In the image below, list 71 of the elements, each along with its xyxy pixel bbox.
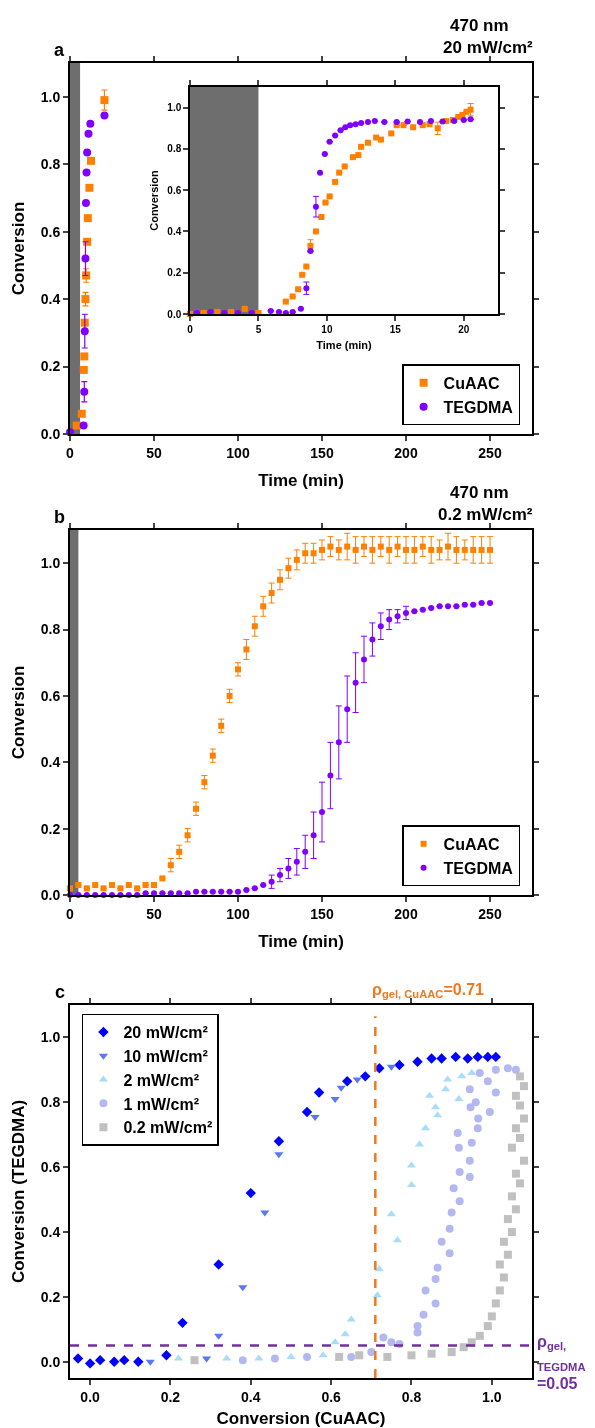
y-axis-title: Conversion <box>8 665 28 760</box>
y-tick-label: 0.6 <box>40 1159 61 1176</box>
y-tick-label: 0.2 <box>167 267 182 279</box>
chart-title: 470 nm <box>450 16 509 35</box>
x-tick-label: 15 <box>389 323 402 335</box>
chart-subtitle: 0.2 mW/cm² <box>438 505 533 524</box>
x-tick-label: 250 <box>478 444 502 461</box>
legend-label: 0.2 mW/cm² <box>123 1119 213 1137</box>
y-tick-label: 0.4 <box>40 754 61 771</box>
y-axis-title: Conversion <box>8 201 28 296</box>
x-tick-label: 200 <box>394 444 418 461</box>
text: c <box>55 982 66 1002</box>
y-axis-title: Conversion (TEGDMA) <box>8 1099 28 1284</box>
y-tick-label: 0.0 <box>40 425 61 442</box>
legend-label: TEGDMA <box>443 398 514 416</box>
y-tick-label: 0.4 <box>40 290 61 307</box>
x-tick-label: 0.6 <box>321 1388 342 1405</box>
y-tick-label: 1.0 <box>40 88 61 105</box>
x-tick-label: 20 <box>458 323 470 335</box>
x-tick-label: 150 <box>310 444 334 461</box>
x-tick-label: 50 <box>146 444 162 461</box>
x-axis-title: Time (min) <box>258 470 344 490</box>
x-tick-label: 100 <box>226 444 250 461</box>
x-tick-label: 150 <box>310 905 334 922</box>
text: a <box>54 40 65 60</box>
y-tick-label: 0.6 <box>40 223 61 240</box>
y-tick-label: 0.8 <box>40 156 61 173</box>
legend-label: CuAAC <box>443 375 501 393</box>
legend-label: CuAAC <box>443 836 501 854</box>
legend-label: 20 mW/cm² <box>123 1024 208 1042</box>
text: b <box>54 507 65 527</box>
legend-label: TEGDMA <box>443 859 514 877</box>
x-tick-label: 250 <box>478 905 502 922</box>
legend-label: 2 mW/cm² <box>123 1071 199 1089</box>
y-tick-label: 1.0 <box>40 1029 61 1046</box>
legend-label: 1 mW/cm² <box>123 1095 199 1113</box>
y-tick-label: 0.8 <box>40 621 61 638</box>
y-tick-label: 0.0 <box>40 886 61 903</box>
x-tick-label: 5 <box>255 323 262 335</box>
y-tick-label: 0.6 <box>40 687 61 704</box>
y-tick-label: 0.4 <box>40 1223 61 1240</box>
x-axis-title: Time (min) <box>316 339 373 352</box>
y-tick-label: 0.2 <box>40 358 61 375</box>
x-axis-title: Time (min) <box>258 931 344 951</box>
x-tick-label: 0 <box>187 323 194 335</box>
y-tick-label: 0.8 <box>40 1094 61 1111</box>
chart-title: 470 nm <box>450 483 509 502</box>
y-tick-label: 0.8 <box>167 143 182 155</box>
y-tick-label: 0.6 <box>167 184 182 196</box>
y-tick-label: 0.2 <box>40 820 61 837</box>
legend-label: 10 mW/cm² <box>123 1048 208 1066</box>
x-tick-label: 1.0 <box>482 1388 502 1405</box>
x-tick-label: 0 <box>66 444 75 461</box>
chart-subtitle: 20 mW/cm² <box>443 38 534 57</box>
y-axis-title: Conversion <box>148 169 161 231</box>
y-tick-label: 0.4 <box>167 225 182 237</box>
x-tick-label: 0.0 <box>80 1388 101 1405</box>
y-tick-label: 1.0 <box>40 555 61 572</box>
x-tick-label: 0.4 <box>241 1388 261 1405</box>
y-tick-label: 0.2 <box>40 1288 61 1305</box>
ref-line-label: ρ$_{gel, CuAAC}$=0.71 <box>372 981 485 1001</box>
y-tick-label: 0.0 <box>40 1353 61 1370</box>
y-tick-label: 1.0 <box>167 102 182 114</box>
x-axis-title: Conversion (CuAAC) <box>216 1409 386 1428</box>
y-tick-label: 0.0 <box>167 308 182 320</box>
x-tick-label: 10 <box>321 323 333 335</box>
x-tick-label: 200 <box>394 905 418 922</box>
x-tick-label: 0.8 <box>401 1388 422 1405</box>
x-tick-label: 0 <box>66 905 75 922</box>
x-tick-label: 100 <box>226 905 250 922</box>
x-tick-label: 50 <box>146 905 162 922</box>
